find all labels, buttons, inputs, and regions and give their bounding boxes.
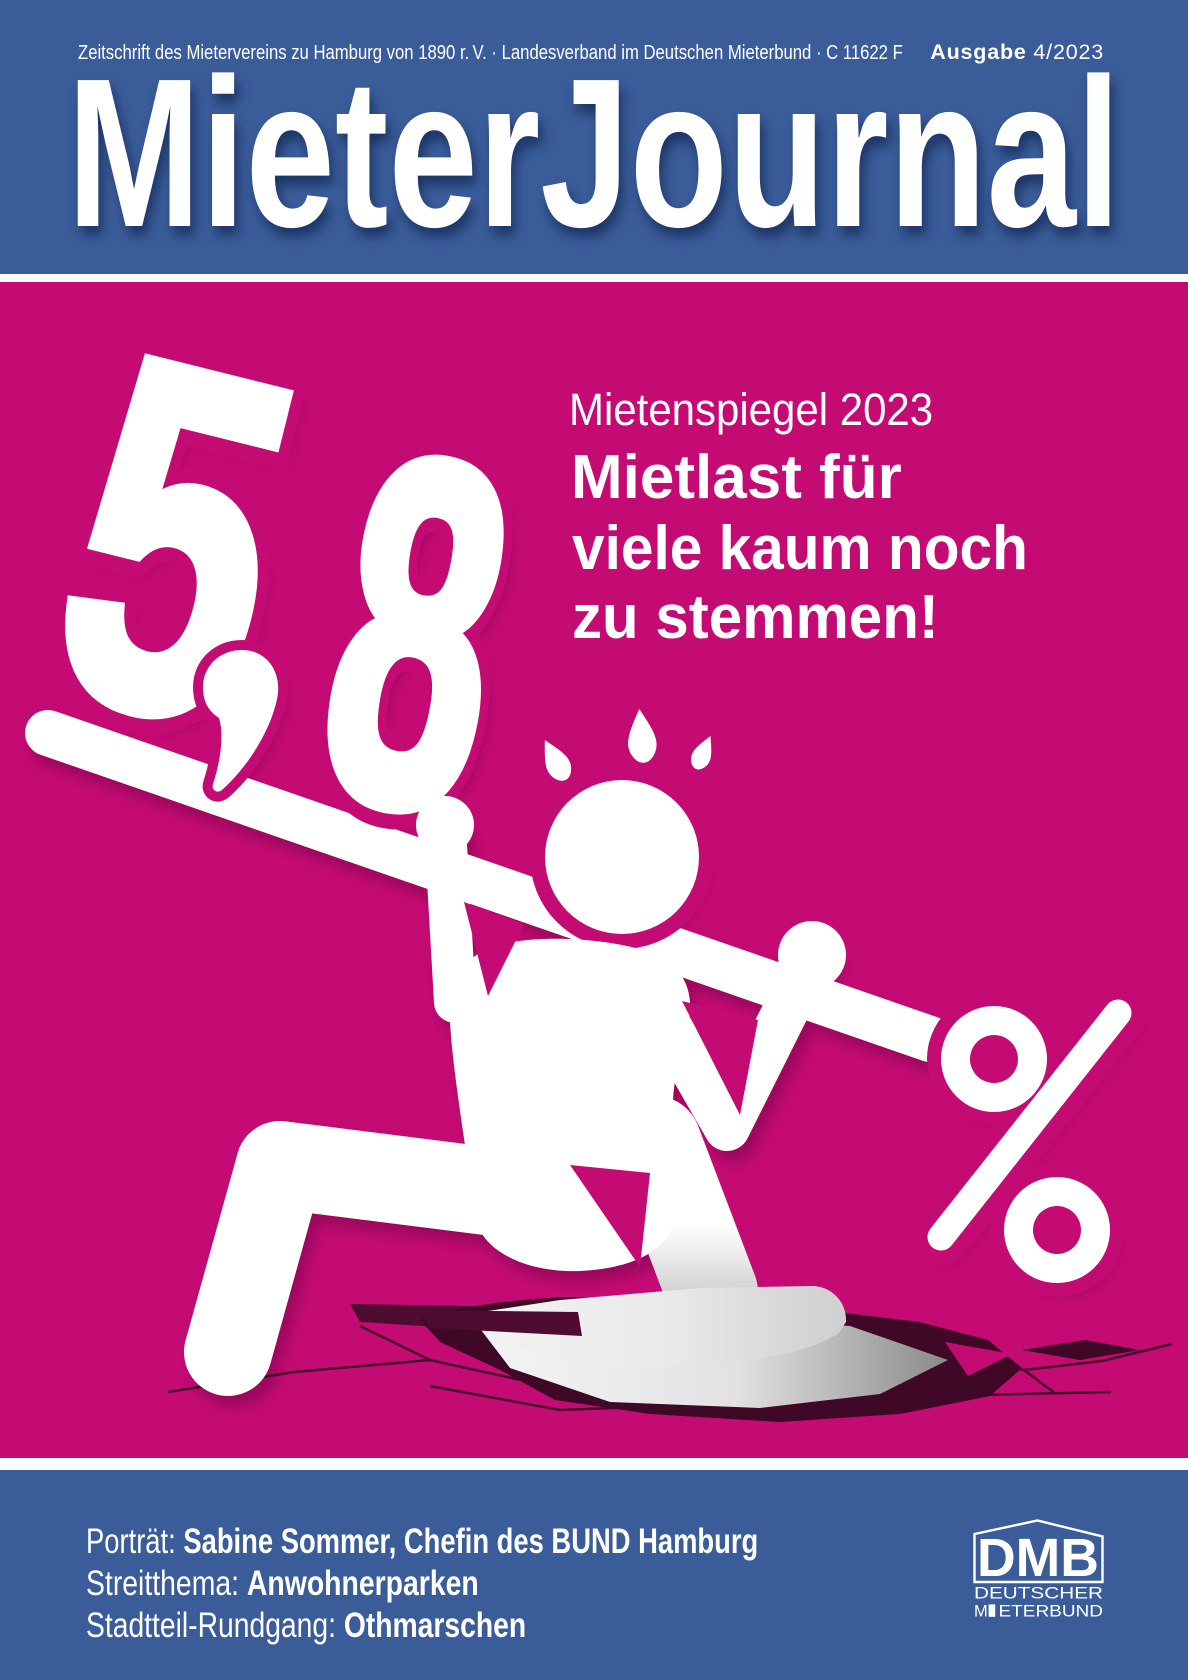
svg-text:M: M (974, 1603, 988, 1621)
svg-text:ETERBUND: ETERBUND (999, 1603, 1104, 1621)
svg-text:DEUTSCHER: DEUTSCHER (974, 1585, 1103, 1603)
svg-text:DMB: DMB (977, 1528, 1099, 1588)
svg-text:5: 5 (16, 282, 336, 831)
